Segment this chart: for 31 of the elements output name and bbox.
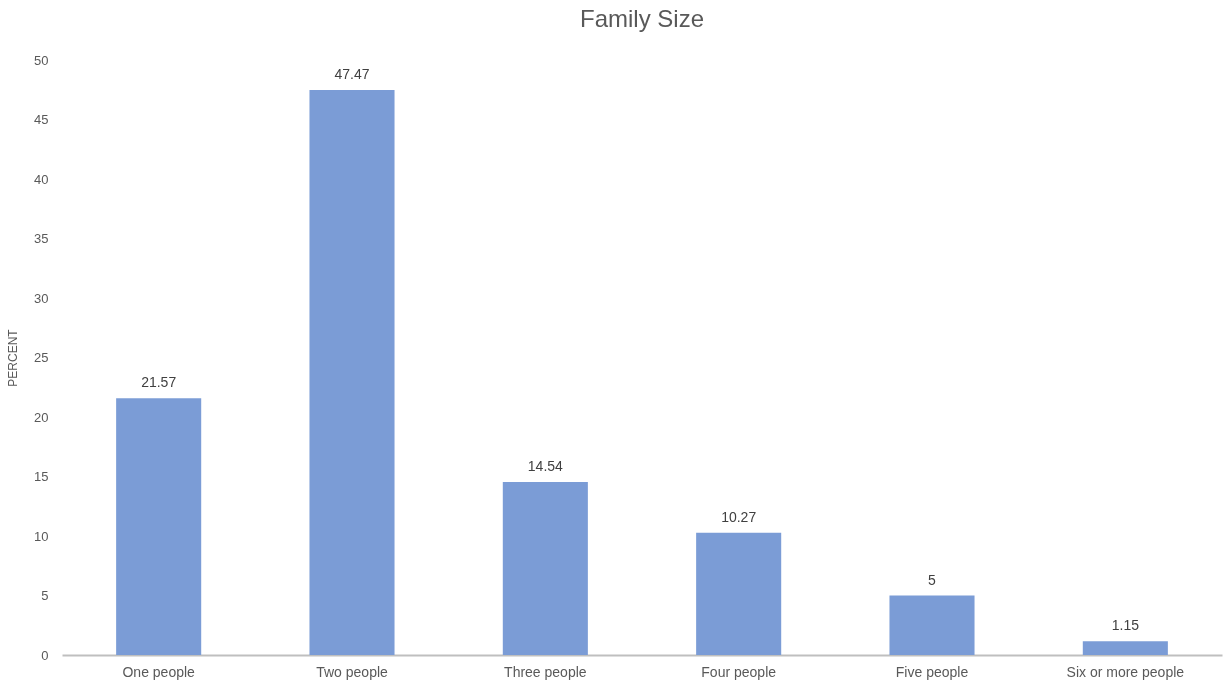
y-tick-label: 0 [41,647,49,663]
y-axis-title: PERCENT [6,328,21,387]
data-label: 1.15 [1111,617,1140,634]
x-tick-label: Three people [504,663,587,680]
y-tick-label: 10 [34,528,49,544]
bar [309,90,395,655]
data-label: 47.47 [334,66,370,83]
bar [696,532,782,655]
y-tick-label: 5 [41,588,49,603]
y-tick-label: 30 [34,290,49,306]
x-tick-label: Four people [701,663,777,680]
x-tick-label: Six or more people [1066,663,1185,680]
x-tick-label: One people [122,663,196,680]
y-tick-label: 25 [34,350,49,365]
bar [889,595,975,655]
x-tick-label: Two people [316,663,389,680]
y-tick-label: 15 [34,469,49,484]
x-tick-label: Five people [895,663,969,680]
bar [502,481,588,655]
data-label: 21.57 [141,374,177,391]
bar [116,398,202,655]
data-label: 10.27 [721,508,757,525]
data-label: 14.54 [527,457,564,474]
y-tick-label: 20 [34,409,49,425]
y-tick-label: 40 [34,171,49,187]
y-tick-label: 35 [34,231,49,246]
data-label: 5 [928,571,937,588]
chart-title: Family Size [579,5,705,32]
bar [1082,641,1168,655]
y-tick-label: 50 [34,52,49,68]
y-tick-label: 45 [34,112,49,127]
